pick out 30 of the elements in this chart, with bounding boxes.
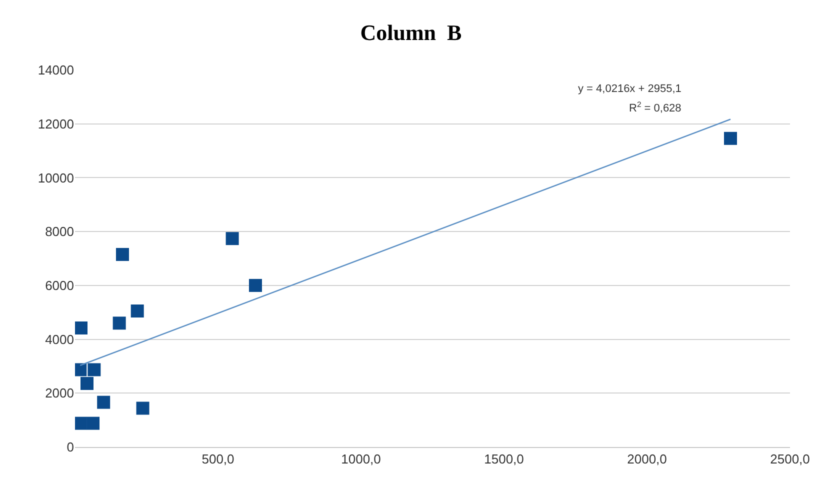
point xyxy=(88,363,101,376)
point xyxy=(80,376,94,390)
point xyxy=(116,248,129,261)
x-tick-label: 2000,0 xyxy=(627,452,667,467)
y-tick-label: 0 xyxy=(66,440,74,455)
y-tick-label: 12000 xyxy=(38,116,74,132)
point xyxy=(136,402,150,415)
y-tick-label: 8000 xyxy=(45,224,74,240)
point xyxy=(724,132,738,145)
point xyxy=(226,232,239,246)
x-tick-label: 1000,0 xyxy=(341,452,381,467)
point xyxy=(75,416,87,430)
y-tick-label: 4000 xyxy=(45,332,74,347)
y-tick-label: 6000 xyxy=(45,278,74,293)
point xyxy=(75,321,88,334)
point xyxy=(75,363,87,376)
x-tick-label: 2500,0 xyxy=(770,452,810,467)
y-tick-label: 2000 xyxy=(45,386,74,401)
chart-title: Column B xyxy=(360,20,462,45)
annotation: R$^{2}$ = 0,628 xyxy=(629,100,682,115)
y-tick-label: 14000 xyxy=(38,62,74,78)
point xyxy=(97,396,110,409)
y-tick-label: 10000 xyxy=(38,170,74,186)
point xyxy=(112,316,126,330)
point xyxy=(86,416,100,430)
point xyxy=(248,278,262,292)
point xyxy=(130,304,144,318)
x-tick-label: 1500,0 xyxy=(484,452,524,467)
x-tick-label: 500,0 xyxy=(202,452,234,467)
annotation: y = 4,0216x + 2955,1 xyxy=(578,83,682,95)
